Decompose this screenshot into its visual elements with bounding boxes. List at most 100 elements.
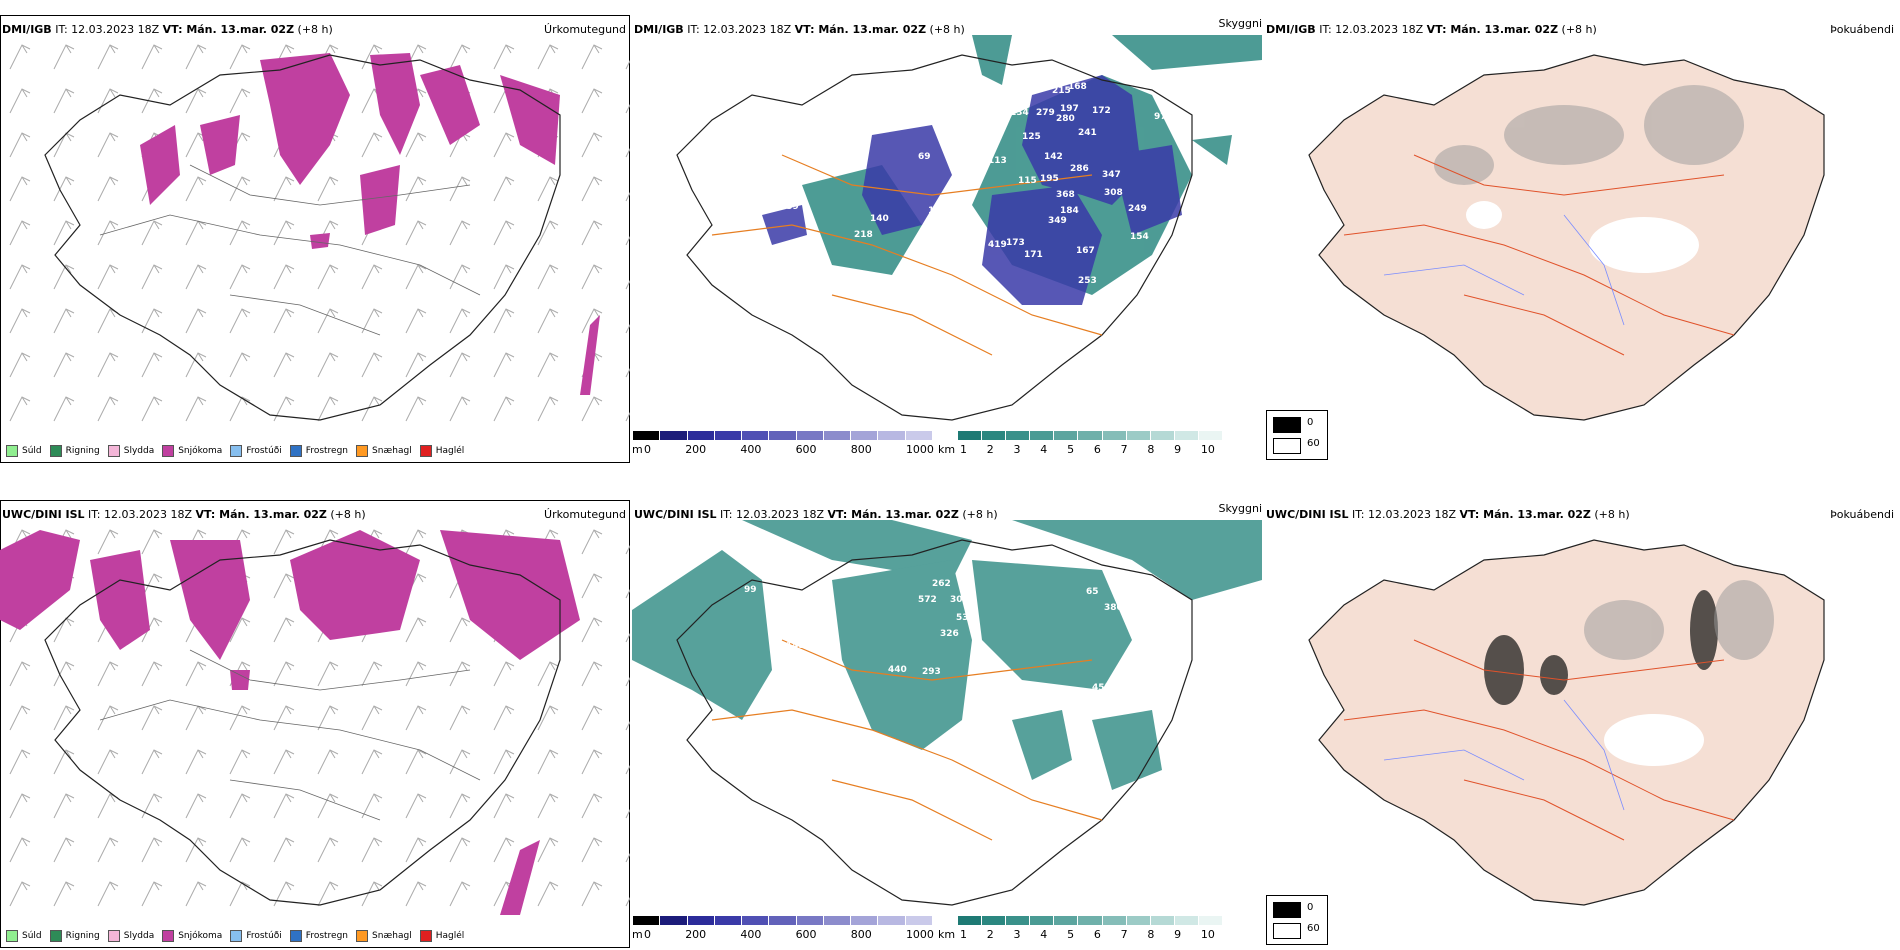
cloud-base-label: 145 (786, 641, 805, 651)
cloud-base-label: 197 (1060, 104, 1079, 114)
cloud-base-label: 92 (974, 132, 987, 142)
panel-title: Skyggni (1218, 17, 1262, 30)
legend-item: Slydda (107, 930, 154, 942)
legend-item: Súld (6, 930, 42, 942)
cloud-base-label: 201 (1030, 68, 1049, 78)
visibility-unit: km (938, 443, 956, 456)
cloud-base-label: 134 (1010, 108, 1029, 118)
cloud-base-label: 368 (1056, 190, 1075, 200)
valid-time: VT: Mán. 13.mar. 02Z (162, 23, 295, 36)
cloud-base-label: 115 (1018, 176, 1037, 186)
forecast-offset: (+8 h) (330, 508, 366, 521)
legend-item: Snjókoma (162, 445, 222, 457)
cloud-base-label: 262 (932, 579, 951, 589)
cloud-base-label: 572 (918, 595, 937, 605)
fog-key: 0 60 (1266, 410, 1328, 460)
cloud-base-label: 215 (1052, 86, 1071, 96)
panel-header: DMI/IGB IT: 12.03.2023 18Z VT: Mán. 13.m… (634, 23, 965, 36)
legend-item: Frostregn (289, 445, 348, 457)
cloud-base-label: 419 (988, 240, 1007, 250)
panel-title: Úrkomutegund (544, 23, 626, 36)
panel-header: UWC/DINI ISL IT: 12.03.2023 18Z VT: Mán.… (1266, 508, 1630, 521)
fog-panel-top: DMI/IGB IT: 12.03.2023 18Z VT: Mán. 13.m… (1264, 15, 1894, 463)
cloud-base-label: 253 (1078, 276, 1097, 286)
cloud-base-label: 347 (1102, 170, 1121, 180)
cloud-base-colorbar (632, 431, 932, 440)
legend-item: Haglél (419, 930, 464, 942)
cloud-base-label: 159 (780, 202, 799, 212)
valid-time: VT: Mán. 13.mar. 02Z (827, 508, 959, 521)
cloud-base-colorbar (632, 916, 932, 925)
panel-title: Skyggni (1218, 502, 1262, 515)
iceland-outline (676, 54, 1193, 421)
cloud-base-label: 537 (956, 613, 975, 623)
cloud-ticks: 0 200 400 600 800 1000 (644, 928, 934, 941)
model-name: UWC/DINI ISL (634, 508, 717, 521)
cloud-base-label: 286 (1070, 164, 1089, 174)
cloud-panel-top: DMI/IGB IT: 12.03.2023 18Z VT: Mán. 13.m… (632, 15, 1328, 463)
cloud-base-label: 293 (922, 667, 941, 677)
cloud-base-label: 125 (1022, 132, 1041, 142)
visibility-ticks: 1 2 3 4 5 6 7 8 9 10 (960, 928, 1215, 941)
cloud-base-label: 65 (1086, 587, 1099, 597)
forecast-offset: (+8 h) (1561, 23, 1597, 36)
forecast-offset: (+8 h) (1594, 508, 1630, 521)
cloud-base-label: 349 (1048, 216, 1067, 226)
precip-panel-top: DMI/IGB IT: 12.03.2023 18Z VT: Mán. 13.m… (0, 15, 630, 463)
visibility-ticks: 1 2 3 4 5 6 7 8 9 10 (960, 443, 1215, 456)
init-time: IT: 12.03.2023 18Z (88, 508, 193, 521)
model-name: DMI/IGB (2, 23, 52, 36)
cloud-base-label: 440 (888, 665, 907, 675)
cloud-base-label: 249 (1128, 204, 1147, 214)
cloud-base-label: 308 (1104, 188, 1123, 198)
cloud-base-label: 113 (988, 156, 1007, 166)
valid-time: VT: Mán. 13.mar. 02Z (794, 23, 927, 36)
panel-header: UWC/DINI ISL IT: 12.03.2023 18Z VT: Mán.… (634, 508, 998, 521)
visibility-unit: km (938, 928, 956, 941)
visibility-colorbar (957, 916, 1223, 925)
cloud-base-label: 279 (1036, 108, 1055, 118)
cloud-base-label: 172 (1092, 106, 1111, 116)
cloud-base-label: 154 (1130, 232, 1149, 242)
init-time: IT: 12.03.2023 18Z (720, 508, 825, 521)
panel-header: UWC/DINI ISL IT: 12.03.2023 18Z VT: Mán.… (2, 508, 366, 521)
panel-title: Þokuábendi (1830, 23, 1894, 36)
iceland-outline (676, 539, 1193, 906)
cloud-base-label: 84 (1012, 90, 1025, 100)
cloud-unit: m (632, 928, 643, 941)
legend-item: Rigning (49, 445, 100, 457)
fog-key: 0 60 (1266, 895, 1328, 945)
cloud-unit: m (632, 443, 643, 456)
iceland-outline (44, 54, 561, 421)
cloud-base-label: 570 (914, 272, 933, 282)
cloud-map: 99 262 572 305 537 65 380 145 326 440 293 449 453 (632, 520, 1262, 906)
fog-panel-bottom: UWC/DINI ISL IT: 12.03.2023 18Z VT: Mán.… (1264, 500, 1894, 948)
init-time: IT: 12.03.2023 18Z (1352, 508, 1457, 521)
forecast-offset: (+8 h) (929, 23, 965, 36)
forecast-offset: (+8 h) (962, 508, 998, 521)
visibility-colorbar (957, 431, 1223, 440)
cloud-base-label: 140 (870, 214, 889, 224)
legend-item: Snæhagl (356, 445, 412, 457)
legend-item: Snjókoma (162, 930, 222, 942)
valid-time: VT: Mán. 13.mar. 02Z (1426, 23, 1559, 36)
model-name: UWC/DINI ISL (2, 508, 85, 521)
init-time: IT: 12.03.2023 18Z (55, 23, 160, 36)
cloud-base-label: 167 (1076, 246, 1095, 256)
legend-item: Frostregn (289, 930, 348, 942)
init-time: IT: 12.03.2023 18Z (1319, 23, 1424, 36)
cloud-base-label: 142 (1044, 152, 1063, 162)
panel-header: DMI/IGB IT: 12.03.2023 18Z VT: Mán. 13.m… (1266, 23, 1597, 36)
cloud-base-label: 326 (940, 629, 959, 639)
panel-header: DMI/IGB IT: 12.03.2023 18Z VT: Mán. 13.m… (2, 23, 333, 36)
panel-title: Þokuábendi (1830, 508, 1894, 521)
model-name: DMI/IGB (634, 23, 684, 36)
cloud-base-label: 70 (794, 198, 807, 208)
cloud-base-label: 184 (1060, 206, 1079, 216)
panel-title: Úrkomutegund (544, 508, 626, 521)
cloud-ticks: 0 200 400 600 800 1000 (644, 443, 934, 456)
init-time: IT: 12.03.2023 18Z (687, 23, 792, 36)
fog-map (1308, 539, 1825, 906)
forecast-offset: (+8 h) (297, 23, 333, 36)
